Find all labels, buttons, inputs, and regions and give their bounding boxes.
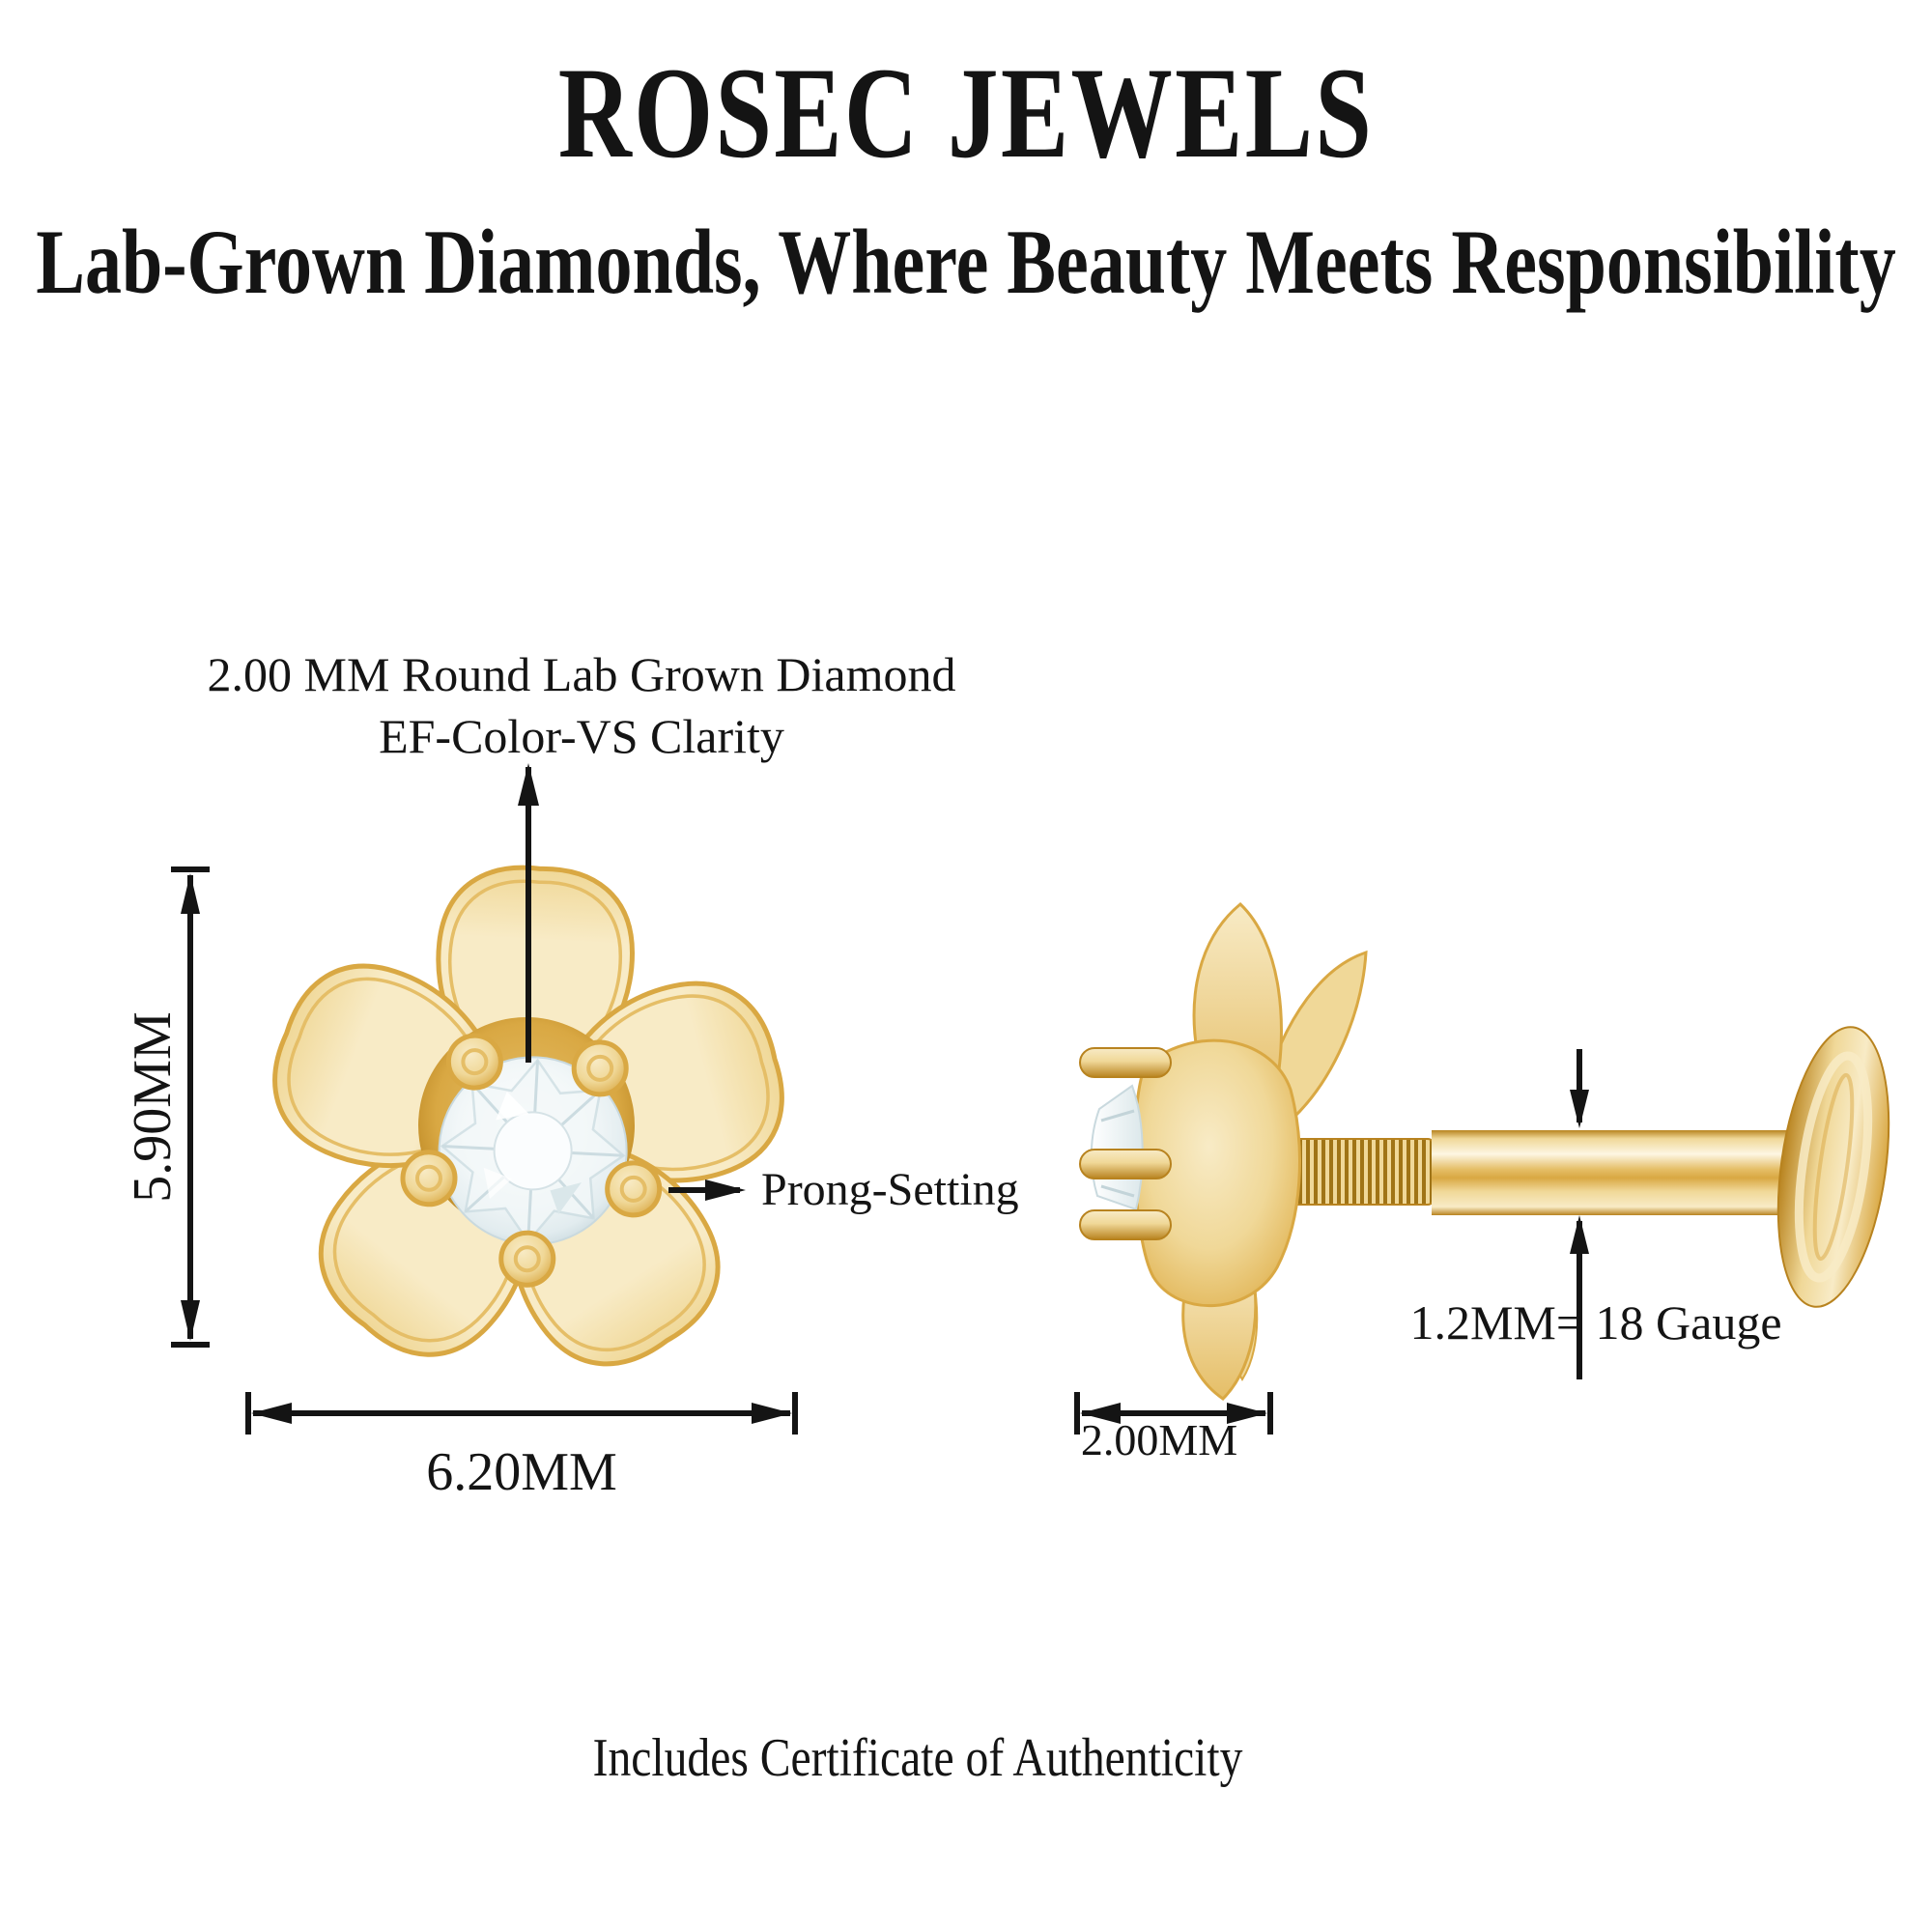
post-bar bbox=[1432, 1130, 1791, 1215]
prong bbox=[400, 1150, 458, 1208]
prong bbox=[498, 1230, 556, 1288]
depth-arrowhead-right bbox=[1227, 1403, 1267, 1424]
flower-front-view bbox=[272, 865, 784, 1367]
petal-inner-line bbox=[287, 977, 488, 1156]
diamond-table bbox=[493, 1111, 573, 1191]
width-dimension-label: 6.20MM bbox=[426, 1442, 617, 1502]
depth-arrowhead-left bbox=[1080, 1403, 1121, 1424]
height-arrowhead-down bbox=[181, 1300, 200, 1341]
prongs bbox=[400, 1033, 663, 1288]
gauge-dimension-label: 1.2MM= 18 Gauge bbox=[1409, 1295, 1782, 1350]
diamond-sparkle bbox=[483, 1167, 513, 1200]
depth-dimension-label: 2.00MM bbox=[1080, 1415, 1238, 1464]
prong bbox=[605, 1160, 663, 1218]
diamond-annotation-line2: EF-Color-VS Clarity bbox=[379, 709, 784, 763]
side-petal-upper-right bbox=[1259, 950, 1368, 1121]
arrowheads bbox=[181, 763, 1589, 1424]
certificate-note: Includes Certificate of Authenticity bbox=[592, 1728, 1243, 1788]
diamond-annotation-arrowhead bbox=[518, 763, 539, 806]
flower-side-view bbox=[1079, 902, 1890, 1401]
width-arrowhead-left bbox=[251, 1403, 292, 1424]
diamond-sparkle bbox=[550, 1182, 582, 1214]
side-prong-bottom bbox=[1079, 1209, 1172, 1240]
center-diamond bbox=[400, 1033, 663, 1288]
height-arrowhead-up bbox=[181, 873, 200, 914]
gauge-arrowhead-down bbox=[1570, 1090, 1589, 1128]
diamond-annotation: 2.00 MM Round Lab Grown Diamond EF-Color… bbox=[208, 643, 956, 767]
prong bbox=[571, 1039, 629, 1097]
side-prong-top bbox=[1079, 1047, 1172, 1078]
diamond-annotation-line1: 2.00 MM Round Lab Grown Diamond bbox=[207, 647, 956, 701]
height-dimension-label: 5.90MM bbox=[123, 1011, 183, 1203]
side-prong-middle bbox=[1079, 1149, 1172, 1179]
width-arrowhead-right bbox=[752, 1403, 792, 1424]
labret-back-disc bbox=[1776, 1026, 1890, 1308]
diamond-sparkle bbox=[496, 1091, 529, 1121]
prong-setting-label: Prong-Setting bbox=[761, 1164, 1019, 1216]
prong-annotation-arrowhead bbox=[705, 1179, 746, 1201]
brand-title: ROSEC JEWELS bbox=[557, 42, 1375, 185]
gauge-arrowhead-up bbox=[1570, 1215, 1589, 1254]
brand-tagline: Lab-Grown Diamonds, Where Beauty Meets R… bbox=[36, 211, 1896, 313]
prong bbox=[445, 1033, 503, 1091]
